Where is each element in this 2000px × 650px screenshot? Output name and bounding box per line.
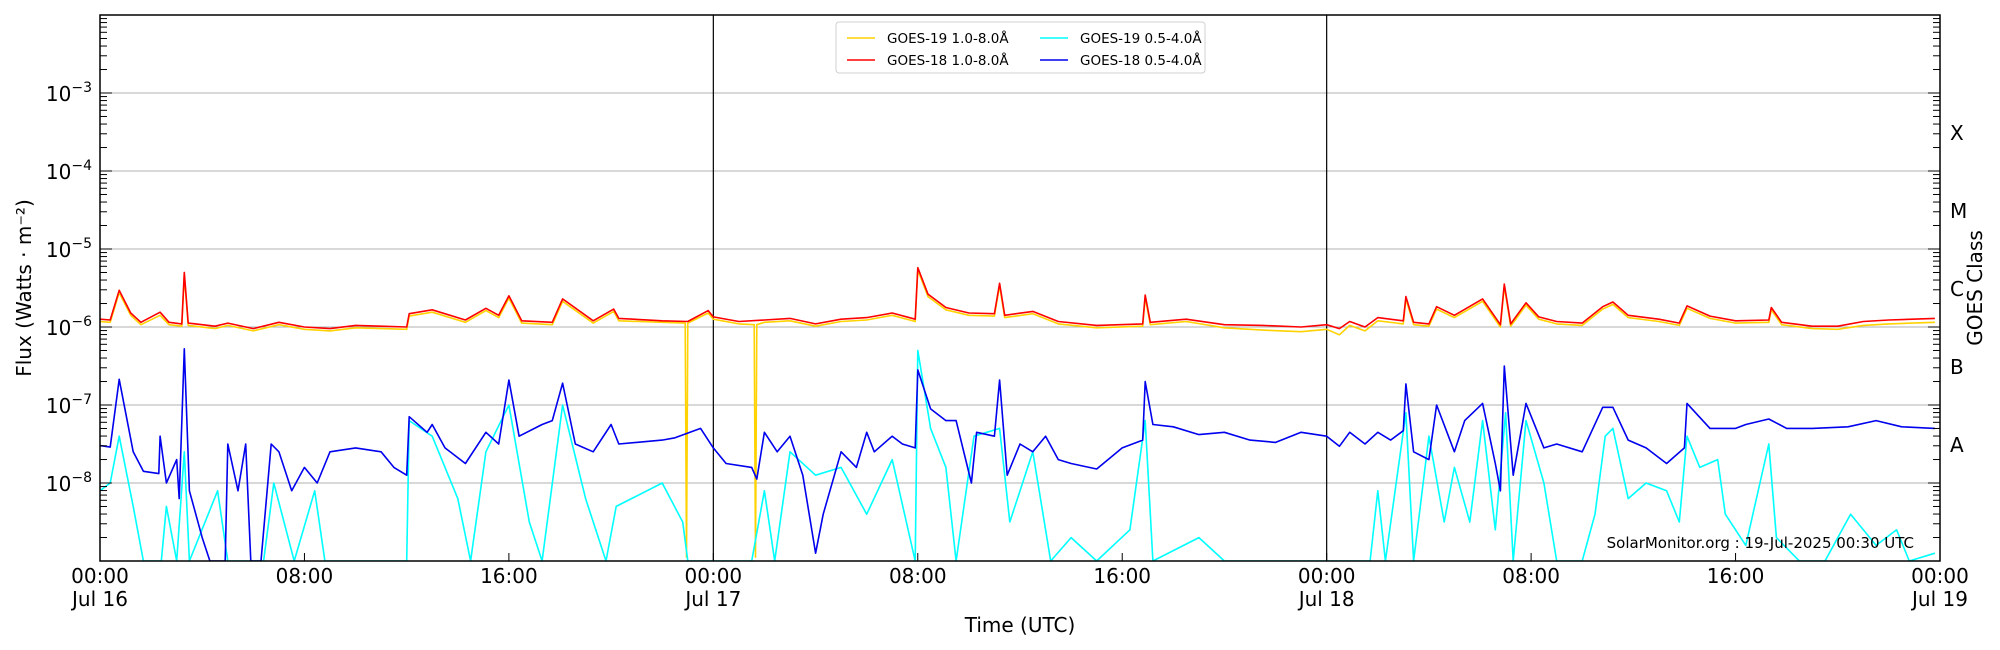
- y-axis-label-text: Flux (Watts · m⁻²): [12, 199, 36, 377]
- legend-label: GOES-18 1.0-8.0Å: [887, 52, 1009, 69]
- y-tick-label: 10−6: [46, 314, 92, 340]
- y-tick-label: 10−7: [46, 392, 92, 418]
- plot-frame: [99, 14, 1941, 562]
- y-tick-label: 10−3: [46, 80, 92, 106]
- x-tick-time: 00:00: [685, 564, 743, 588]
- x-axis-label: Time (UTC): [964, 613, 1076, 637]
- y-axis-label: Flux (Watts · m⁻²): [12, 199, 36, 377]
- goes-class-label: C: [1950, 277, 1964, 301]
- y-axis-ticks: 10−8 10−7 10−6 10−5 10−4 10−3: [46, 80, 92, 496]
- legend-box: [835, 21, 1206, 74]
- goes-class-axis: A B C M X: [1950, 121, 1967, 457]
- series-line: [100, 269, 1935, 558]
- source-timestamp-annotation: SolarMonitor.org : 19-Jul-2025 00:30 UTC: [1607, 534, 1914, 552]
- right-axis-label: GOES Class: [1963, 230, 1987, 346]
- x-tick-date: Jul 16: [70, 587, 128, 611]
- goes-class-label: M: [1950, 199, 1967, 223]
- data-series: [100, 266, 1936, 561]
- legend-label: GOES-19 1.0-8.0Å: [887, 30, 1009, 47]
- x-tick-time: 16:00: [1707, 564, 1765, 588]
- y-tick-label: 10−8: [46, 470, 92, 496]
- x-tick-time: 08:00: [276, 564, 334, 588]
- x-tick-time: 16:00: [1093, 564, 1151, 588]
- x-tick-time: 00:00: [71, 564, 129, 588]
- series-line: [100, 349, 1936, 561]
- x-tick-time: 08:00: [1502, 564, 1560, 588]
- day-dividers: [712, 15, 1328, 561]
- goes-class-label: B: [1950, 355, 1964, 379]
- series-line: [100, 347, 1935, 561]
- legend: GOES-19 1.0-8.0Å GOES-18 1.0-8.0Å GOES-19 …: [835, 21, 1206, 74]
- x-tick-time: 08:00: [889, 564, 947, 588]
- plot-area: [100, 15, 1940, 561]
- legend-label: GOES-19 0.5-4.0Å: [1080, 30, 1202, 47]
- x-tick-date: Jul 17: [683, 587, 741, 611]
- y-tick-label: 10−5: [46, 236, 92, 262]
- x-tick-date: Jul 19: [1910, 587, 1968, 611]
- x-tick-date: Jul 18: [1297, 587, 1355, 611]
- goes-class-label: A: [1950, 433, 1964, 457]
- y-tick-label: 10−4: [46, 158, 92, 184]
- legend-label: GOES-18 0.5-4.0Å: [1080, 52, 1202, 69]
- goes-class-label: X: [1950, 121, 1964, 145]
- series-line: [100, 266, 1935, 330]
- x-tick-time: 16:00: [480, 564, 538, 588]
- x-tick-time: 00:00: [1298, 564, 1356, 588]
- x-tick-time: 00:00: [1911, 564, 1969, 588]
